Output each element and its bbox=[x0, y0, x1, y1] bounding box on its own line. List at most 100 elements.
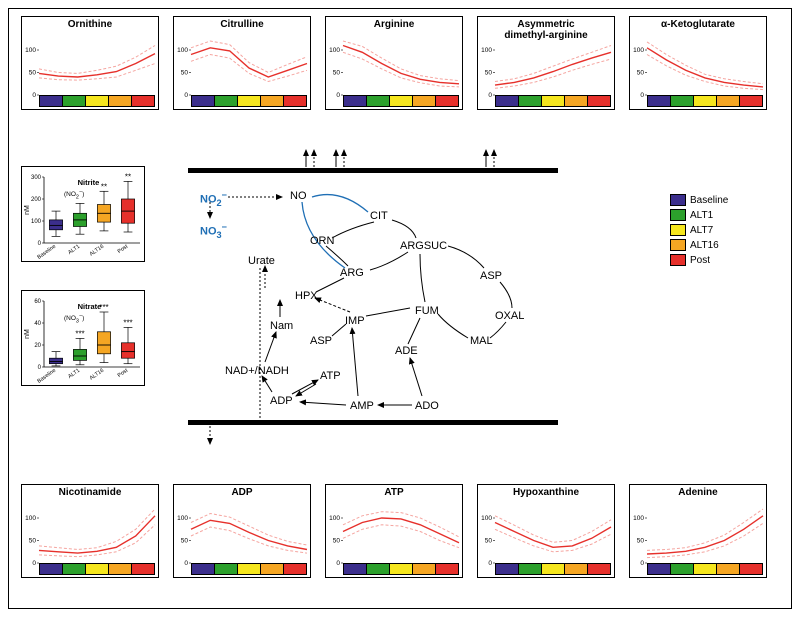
svg-text:***: *** bbox=[123, 318, 132, 327]
svg-text:50: 50 bbox=[485, 70, 493, 77]
svg-text:100: 100 bbox=[633, 47, 644, 54]
svg-text:**: ** bbox=[101, 182, 107, 191]
svg-text:Nitrite: Nitrite bbox=[78, 178, 100, 187]
timepoint-colorbar bbox=[495, 563, 611, 575]
svg-text:50: 50 bbox=[333, 70, 341, 77]
pathway-node-adp: ADP bbox=[270, 395, 293, 407]
timepoint-colorbar bbox=[495, 95, 611, 107]
mini-panel-adp: ADP050100 bbox=[173, 484, 311, 578]
mini-panel-atp: ATP050100 bbox=[325, 484, 463, 578]
svg-text:***: *** bbox=[75, 329, 84, 338]
svg-text:50: 50 bbox=[637, 70, 645, 77]
svg-text:Post: Post bbox=[117, 367, 130, 378]
pathway-node-no: NO bbox=[290, 190, 307, 202]
svg-text:0: 0 bbox=[488, 560, 492, 567]
legend-swatch bbox=[670, 239, 686, 251]
pathway-node-nadnadh: NAD+/NADH bbox=[225, 365, 289, 377]
svg-text:100: 100 bbox=[481, 47, 492, 54]
boxplot-svg: 0100200300nMNitriteBaselineALT1**ALT16**… bbox=[22, 167, 146, 263]
svg-text:200: 200 bbox=[31, 197, 42, 203]
pathway-node-hpx: HPX bbox=[295, 290, 318, 302]
svg-text:ALT16: ALT16 bbox=[89, 368, 105, 382]
pathway-node-atp: ATP bbox=[320, 370, 341, 382]
timepoint-colorbar bbox=[191, 95, 307, 107]
mini-panel-hypoxanthine: Hypoxanthine050100 bbox=[477, 484, 615, 578]
timepoint-colorbar bbox=[343, 95, 459, 107]
pathway-node-no2: NO2− bbox=[200, 190, 227, 208]
timepoint-colorbar bbox=[39, 563, 155, 575]
mini-panel-citrulline: Citrulline050100 bbox=[173, 16, 311, 110]
timepoint-colorbar bbox=[647, 563, 763, 575]
pathway-node-arg: ARG bbox=[340, 267, 364, 279]
svg-text:0: 0 bbox=[32, 92, 36, 99]
svg-text:nM: nM bbox=[24, 205, 31, 215]
nitrate-boxplot: 0204060nMNitrateBaseline***ALT1***ALT16*… bbox=[21, 290, 145, 386]
svg-text:Nitrate: Nitrate bbox=[78, 302, 102, 311]
svg-text:0: 0 bbox=[640, 92, 644, 99]
mini-panel-ornithine: Ornithine050100 bbox=[21, 16, 159, 110]
svg-text:0: 0 bbox=[184, 92, 188, 99]
svg-text:ALT1: ALT1 bbox=[67, 244, 81, 256]
mini-panel-a-ketoglutarate: α-Ketoglutarate050100 bbox=[629, 16, 767, 110]
svg-text:**: ** bbox=[125, 172, 131, 181]
pathway-node-asp1: ASP bbox=[480, 270, 502, 282]
svg-text:0: 0 bbox=[184, 560, 188, 567]
boxplot-subtitle: (NO3−) bbox=[64, 313, 84, 324]
svg-text:50: 50 bbox=[181, 538, 189, 545]
svg-text:nM: nM bbox=[24, 329, 31, 339]
svg-text:ALT16: ALT16 bbox=[89, 244, 105, 258]
pathway-node-fum: FUM bbox=[415, 305, 439, 317]
svg-text:0: 0 bbox=[38, 365, 42, 371]
svg-text:60: 60 bbox=[34, 299, 41, 305]
legend-swatch bbox=[670, 209, 686, 221]
svg-text:50: 50 bbox=[181, 70, 189, 77]
legend-row: ALT16 bbox=[670, 239, 728, 251]
timepoint-colorbar bbox=[39, 95, 155, 107]
svg-text:100: 100 bbox=[481, 515, 492, 522]
legend-label: ALT1 bbox=[690, 210, 713, 221]
legend-row: Baseline bbox=[670, 194, 728, 206]
svg-text:0: 0 bbox=[336, 92, 340, 99]
legend-swatch bbox=[670, 254, 686, 266]
pathway-node-mal: MAL bbox=[470, 335, 493, 347]
mini-panel-arginine: Arginine050100 bbox=[325, 16, 463, 110]
pathway-node-imp: IMP bbox=[345, 315, 365, 327]
svg-text:0: 0 bbox=[488, 92, 492, 99]
legend-swatch bbox=[670, 224, 686, 236]
svg-text:20: 20 bbox=[34, 343, 41, 349]
svg-text:0: 0 bbox=[38, 241, 42, 247]
timepoint-colorbar bbox=[191, 563, 307, 575]
pathway-node-asp2: ASP bbox=[310, 335, 332, 347]
boxplot-subtitle: (NO2−) bbox=[64, 189, 84, 200]
svg-text:100: 100 bbox=[25, 515, 36, 522]
svg-text:***: *** bbox=[99, 303, 108, 312]
svg-text:0: 0 bbox=[640, 560, 644, 567]
svg-text:100: 100 bbox=[31, 219, 42, 225]
pathway-node-no3: NO3− bbox=[200, 222, 227, 240]
svg-text:40: 40 bbox=[34, 321, 41, 327]
svg-text:ALT1: ALT1 bbox=[67, 368, 81, 380]
pathway-node-oxal: OXAL bbox=[495, 310, 524, 322]
legend-label: ALT7 bbox=[690, 225, 713, 236]
membrane-bar-top bbox=[188, 168, 558, 173]
timepoint-colorbar bbox=[647, 95, 763, 107]
svg-text:50: 50 bbox=[333, 538, 341, 545]
legend-row: ALT1 bbox=[670, 209, 728, 221]
svg-text:0: 0 bbox=[32, 560, 36, 567]
mini-panel-nicotinamide: Nicotinamide050100 bbox=[21, 484, 159, 578]
pathway-node-nam: Nam bbox=[270, 320, 293, 332]
boxplot-svg: 0204060nMNitrateBaseline***ALT1***ALT16*… bbox=[22, 291, 146, 387]
legend-swatch bbox=[670, 194, 686, 206]
svg-text:100: 100 bbox=[25, 47, 36, 54]
nitrite-boxplot: 0100200300nMNitriteBaselineALT1**ALT16**… bbox=[21, 166, 145, 262]
pathway-node-orn: ORN bbox=[310, 235, 334, 247]
svg-text:50: 50 bbox=[637, 538, 645, 545]
legend-label: Post bbox=[690, 255, 710, 266]
pathway-node-cit: CIT bbox=[370, 210, 388, 222]
svg-text:100: 100 bbox=[329, 515, 340, 522]
pathway-node-ado: ADO bbox=[415, 400, 439, 412]
timepoint-colorbar bbox=[343, 563, 459, 575]
svg-text:100: 100 bbox=[177, 515, 188, 522]
svg-text:50: 50 bbox=[29, 70, 37, 77]
svg-text:100: 100 bbox=[177, 47, 188, 54]
